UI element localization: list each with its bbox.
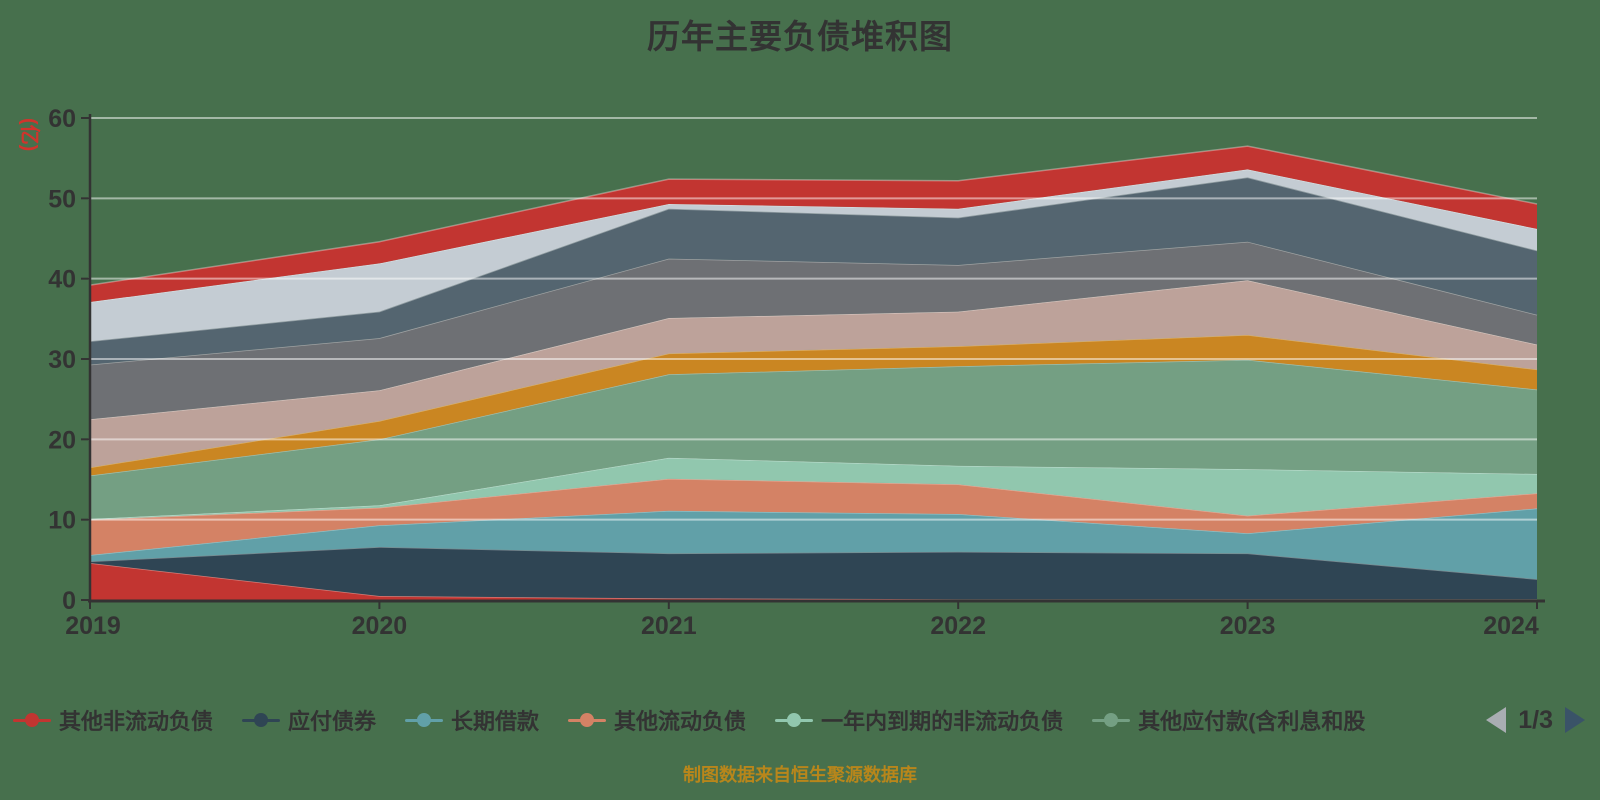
line-dot-marker-icon <box>1092 712 1131 728</box>
x-tick-label-2019: 2019 <box>65 612 121 640</box>
y-tick-label-40: 40 <box>48 266 76 294</box>
line-dot-marker-icon <box>405 712 444 728</box>
legend-item-label: 应付债券 <box>288 709 377 734</box>
legend-item-label: 一年内到期的非流动负债 <box>821 709 1064 734</box>
y-tick-label-10: 10 <box>48 507 76 535</box>
area-series-3[interactable] <box>90 478 1537 555</box>
x-tick-label-2024: 2024 <box>1483 612 1539 640</box>
area-series-0[interactable] <box>90 563 1537 600</box>
legend-item-other-current-liabilities[interactable]: 其他流动负债 <box>568 704 746 736</box>
legend-pager: 1/3 <box>1486 706 1585 735</box>
x-tick-label-2022: 2022 <box>930 612 986 640</box>
y-tick-label-50: 50 <box>48 185 76 213</box>
data-source-caption: 制图数据来自恒生聚源数据库 <box>683 765 917 785</box>
area-series-6[interactable] <box>90 334 1537 476</box>
line-dot-marker-icon <box>242 712 281 728</box>
y-tick-label-60: 60 <box>48 105 76 133</box>
y-tick-label-20: 20 <box>48 426 76 454</box>
legend-item-noncurrent-due-within-one-year[interactable]: 一年内到期的非流动负债 <box>775 704 1063 736</box>
legend-item-other-noncurrent-liabilities[interactable]: 其他非流动负债 <box>13 704 213 736</box>
line-dot-marker-icon <box>13 712 51 728</box>
chart-title: 历年主要负债堆积图 <box>647 18 953 55</box>
y-tick-label-30: 30 <box>48 346 76 374</box>
stacked-area-chart[interactable]: 0 10 20 30 40 50 60 2019 2020 2021 2022 2023 2024 <box>0 0 1600 680</box>
line-dot-marker-icon <box>775 712 814 728</box>
area-series-8[interactable] <box>90 241 1537 420</box>
series-top-line <box>89 145 1538 286</box>
legend: 其他非流动负债 应付债券 长期借款 其他流动负债 一年内到期的非流动负债 其他应… <box>13 700 1587 740</box>
line-dot-marker-icon <box>568 712 607 728</box>
legend-item-label: 其他应付款(含利息和股 <box>1138 709 1366 734</box>
area-series-4[interactable] <box>90 457 1537 520</box>
y-tick-label-0: 0 <box>62 587 76 615</box>
legend-item-label: 长期借款 <box>451 709 540 734</box>
area-series-7[interactable] <box>90 280 1537 468</box>
x-tick-label-2020: 2020 <box>352 612 408 640</box>
legend-item-other-payables[interactable]: 其他应付款(含利息和股 <box>1092 704 1365 736</box>
legend-next-arrow-icon[interactable] <box>1565 707 1585 733</box>
x-tick-label-2023: 2023 <box>1220 612 1276 640</box>
area-series-10[interactable] <box>90 169 1537 342</box>
legend-prev-arrow-icon[interactable] <box>1486 707 1507 733</box>
legend-item-long-term-loans[interactable]: 长期借款 <box>405 704 539 736</box>
area-series-1[interactable] <box>90 547 1537 600</box>
area-series-2[interactable] <box>90 508 1537 580</box>
legend-item-label: 其他流动负债 <box>614 709 747 734</box>
legend-item-bonds-payable[interactable]: 应付债券 <box>242 704 376 736</box>
x-tick-label-2021: 2021 <box>641 612 697 640</box>
legend-page-indicator: 1/3 <box>1518 705 1553 734</box>
legend-item-label: 其他非流动负债 <box>59 709 214 734</box>
area-series-9[interactable] <box>90 177 1537 365</box>
